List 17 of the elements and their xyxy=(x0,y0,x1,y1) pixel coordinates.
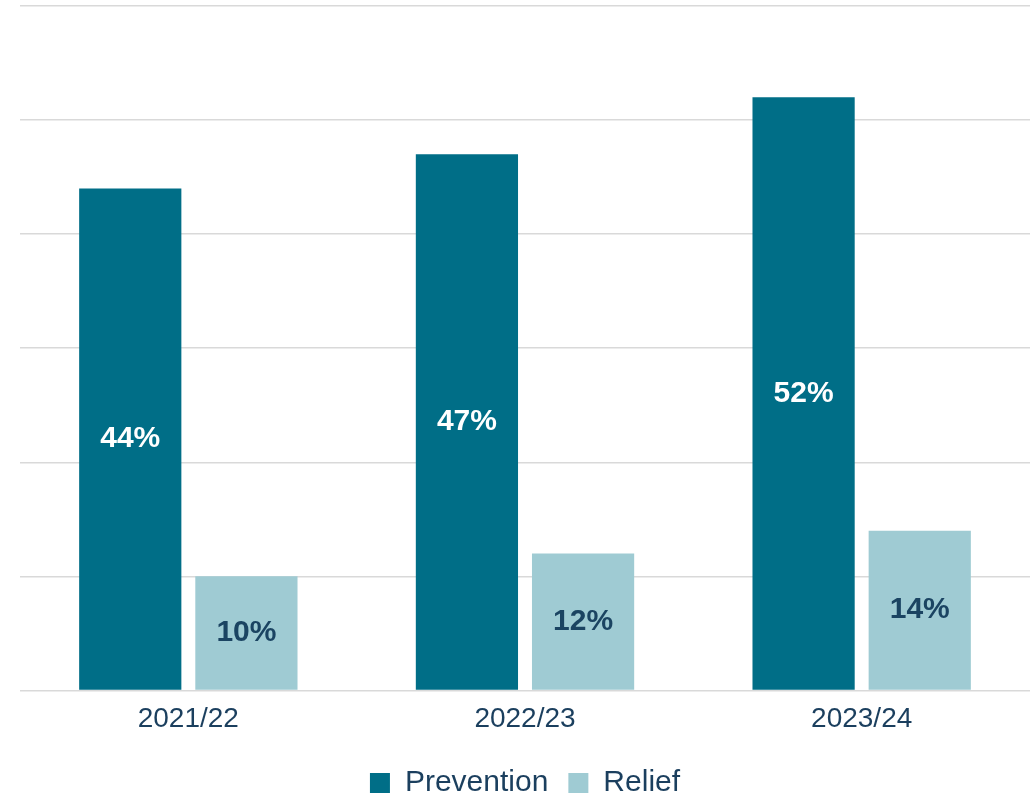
data-label: 10% xyxy=(216,614,277,648)
x-tick-label: 2022/23 xyxy=(474,701,576,733)
bar xyxy=(752,97,855,690)
legend-label: Relief xyxy=(603,764,681,798)
bar xyxy=(415,154,519,690)
legend-label: Prevention xyxy=(404,764,549,798)
bar xyxy=(195,576,298,690)
data-label: 52% xyxy=(773,374,834,408)
x-tick-label: 2021/22 xyxy=(137,701,239,733)
data-label: 44% xyxy=(100,420,161,454)
data-label: 47% xyxy=(436,403,497,437)
bar xyxy=(79,188,182,690)
bar xyxy=(868,530,971,690)
data-label: 12% xyxy=(553,602,614,636)
data-label: 14% xyxy=(889,591,950,625)
x-tick-label: 2023/24 xyxy=(811,701,913,733)
bar xyxy=(531,553,635,690)
